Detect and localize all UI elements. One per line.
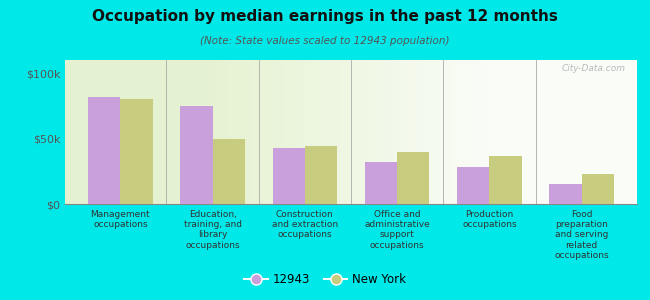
Legend: 12943, New York: 12943, New York: [239, 269, 411, 291]
Bar: [213, 139, 245, 204]
Bar: [549, 184, 582, 204]
Text: (Note: State values scaled to 12943 population): (Note: State values scaled to 12943 popu…: [200, 36, 450, 46]
Bar: [582, 174, 614, 204]
Bar: [120, 99, 153, 204]
Text: City-Data.com: City-Data.com: [562, 64, 625, 73]
Bar: [272, 148, 305, 204]
Bar: [457, 167, 489, 204]
Bar: [305, 146, 337, 204]
Bar: [180, 106, 213, 204]
Text: Occupation by median earnings in the past 12 months: Occupation by median earnings in the pas…: [92, 9, 558, 24]
Bar: [88, 97, 120, 204]
Bar: [365, 162, 397, 204]
Bar: [489, 156, 522, 204]
Bar: [397, 152, 430, 204]
